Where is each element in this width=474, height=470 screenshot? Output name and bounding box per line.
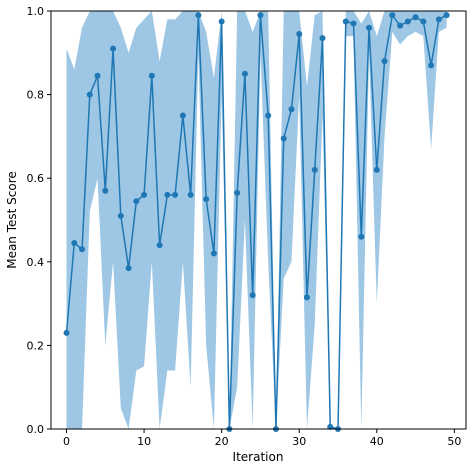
- data-point: [71, 239, 78, 246]
- x-axis-label: Iteration: [233, 450, 284, 464]
- data-point: [373, 166, 380, 173]
- data-point: [311, 166, 318, 173]
- data-point: [218, 18, 225, 25]
- y-tick-label: 0.4: [27, 256, 45, 269]
- data-point: [342, 18, 349, 25]
- confidence-band: [66, 11, 447, 429]
- data-point: [265, 112, 272, 119]
- data-point: [203, 196, 210, 203]
- data-point: [435, 16, 442, 23]
- y-tick-label: 0.6: [27, 172, 45, 185]
- data-point: [156, 242, 163, 249]
- x-tick-label: 10: [137, 435, 151, 448]
- data-point: [327, 423, 334, 430]
- data-point: [102, 187, 109, 194]
- data-point: [257, 12, 264, 19]
- data-point: [280, 135, 287, 142]
- data-point: [117, 212, 124, 219]
- data-point: [381, 58, 388, 65]
- data-point: [172, 191, 179, 198]
- data-point: [404, 18, 411, 25]
- data-point: [141, 191, 148, 198]
- data-point: [63, 329, 70, 336]
- data-point: [443, 12, 450, 19]
- data-point: [234, 189, 241, 196]
- x-tick-label: 30: [292, 435, 306, 448]
- data-point: [303, 294, 310, 301]
- y-tick-label: 0.0: [27, 423, 45, 436]
- data-point: [420, 18, 427, 25]
- data-point: [366, 24, 373, 31]
- data-point: [319, 35, 326, 42]
- data-point: [249, 292, 256, 299]
- x-tick-label: 50: [447, 435, 461, 448]
- y-axis-label: Mean Test Score: [5, 171, 19, 269]
- data-point: [125, 265, 132, 272]
- y-axis: 0.0 0.2 0.4 0.6 0.8 1.0: [27, 5, 51, 436]
- data-point: [179, 112, 186, 119]
- data-point: [210, 250, 217, 257]
- data-point: [94, 72, 101, 79]
- data-point: [133, 198, 140, 205]
- data-point: [195, 12, 202, 19]
- data-point: [296, 30, 303, 37]
- x-tick-label: 40: [370, 435, 384, 448]
- series-marker-layer: [63, 12, 450, 432]
- y-tick-label: 0.2: [27, 339, 45, 352]
- data-point: [187, 191, 194, 198]
- plot-frame: [50, 10, 467, 430]
- data-point: [86, 91, 93, 98]
- data-point: [79, 246, 86, 253]
- data-point: [397, 22, 404, 29]
- x-tick-label: 20: [215, 435, 229, 448]
- data-point: [288, 106, 295, 113]
- data-point: [389, 12, 396, 19]
- confidence-band-layer: [66, 11, 447, 429]
- data-point: [412, 14, 419, 21]
- data-point: [110, 45, 117, 52]
- data-point: [241, 70, 248, 77]
- x-tick-label: 0: [63, 435, 70, 448]
- y-tick-label: 1.0: [27, 5, 45, 18]
- series-line-layer: [65, 13, 447, 429]
- data-point: [148, 72, 155, 79]
- y-tick-label: 0.8: [27, 89, 45, 102]
- data-point: [350, 20, 357, 27]
- data-point: [358, 233, 365, 240]
- x-axis: 0 10 20 30 40 50: [63, 429, 461, 448]
- data-point: [428, 62, 435, 69]
- data-point: [164, 191, 171, 198]
- series-line: [65, 13, 447, 429]
